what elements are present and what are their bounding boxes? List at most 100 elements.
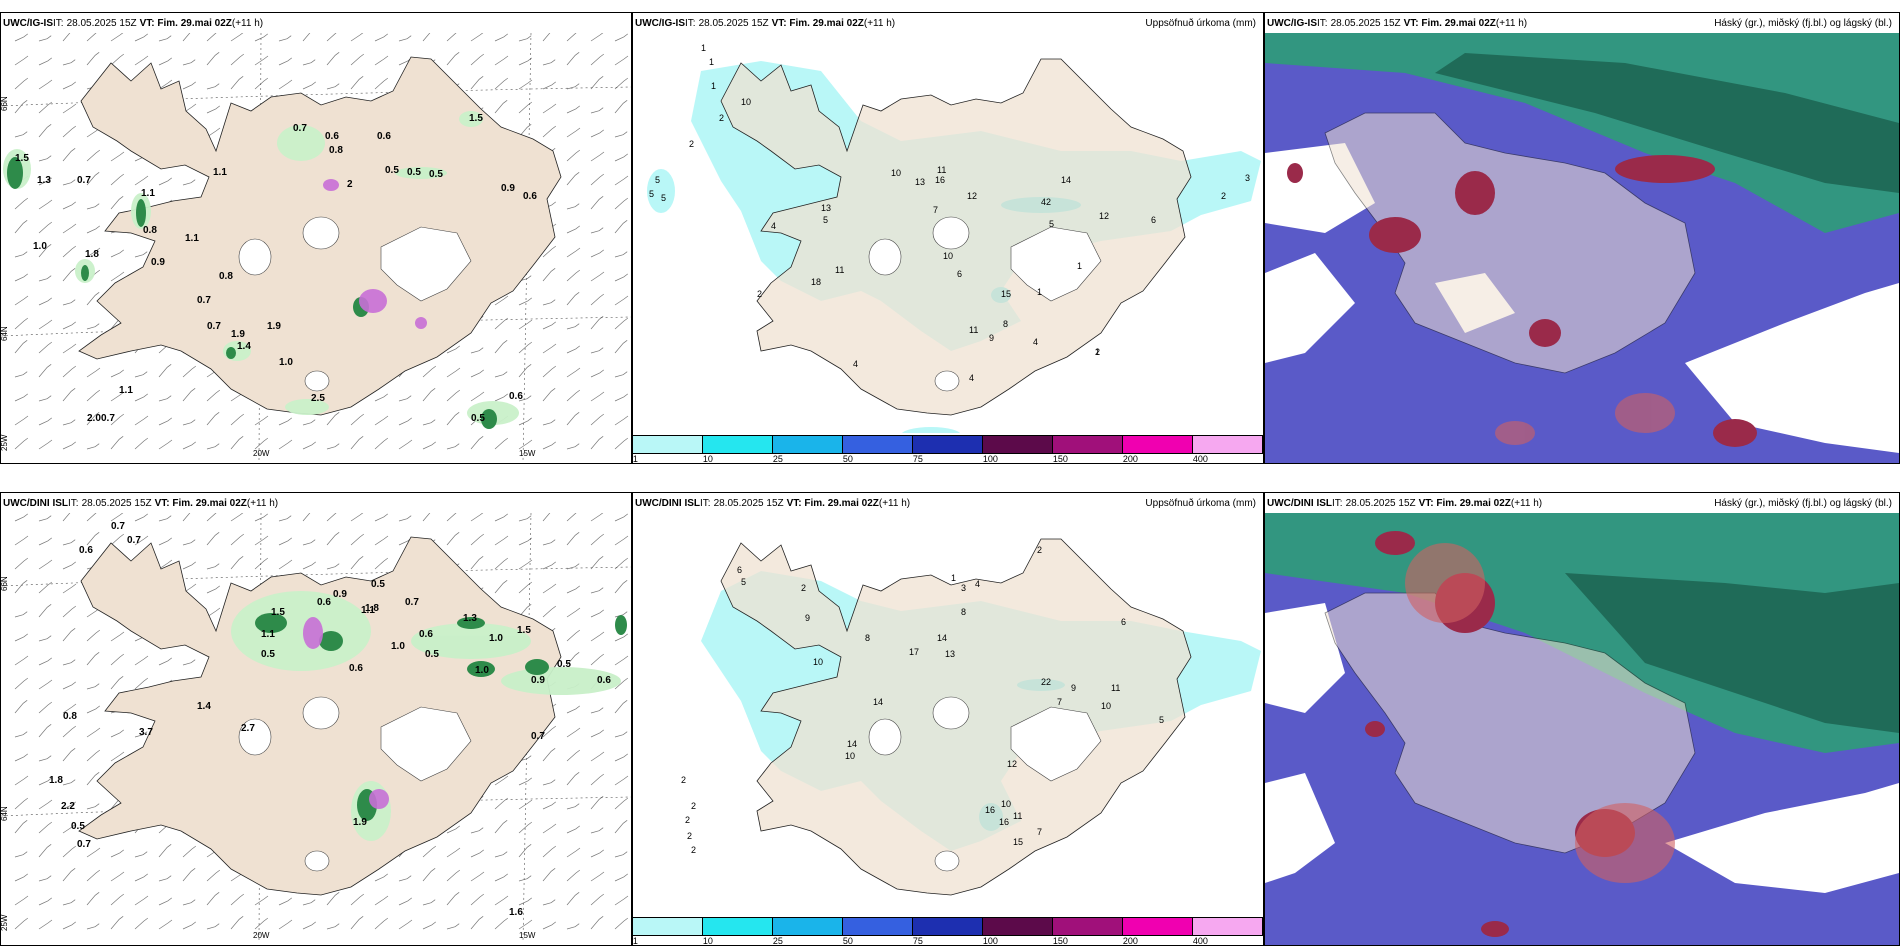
value-label: 11 [969,325,978,335]
wind-barb [110,53,125,66]
wind-barb [590,249,605,258]
value-label: 0.5 [429,169,443,180]
wind-barb [494,100,508,114]
wind-barb [182,659,196,666]
value-label: 6 [1151,215,1156,225]
wind-barb [14,535,29,546]
precip-legend: 1 10 25 50 75 100 150 200 400 [633,917,1263,945]
it-value: 28.05.2025 15Z [1330,18,1401,29]
legend-tick-label: 50 [842,454,853,464]
wind-barb [590,609,605,618]
wind-barb [14,100,28,114]
value-label: 2 [687,831,692,841]
model-name: UWC/DINI ISL [635,498,700,509]
wind-barb [542,365,557,378]
lat-label-64n: 64N [1,326,9,341]
it-value: 28.05.2025 15Z [66,18,137,29]
wind-barb [302,441,317,450]
value-label: 0.6 [317,597,331,608]
wind-barb [566,923,580,930]
wind-barb [206,389,221,402]
wind-barb [542,33,551,42]
wind-barb [518,439,533,450]
panel-title: Háský (gr.), miðský (fj.bl.) og lágský (… [1714,18,1892,29]
wind-barb [38,341,53,354]
wind-barb [542,605,557,618]
wind-barb [230,513,244,522]
wind-barb [14,77,29,90]
wind-barb [110,196,124,210]
legend-swatch [1053,436,1123,453]
wind-barb [566,825,581,834]
wind-barb [350,556,364,570]
value-label: 1 [1077,261,1082,271]
wind-barb [494,317,509,330]
model-name: UWC/DINI ISL [3,498,68,509]
wind-barb [566,629,581,642]
wind-barb [590,773,605,786]
wind-barb [614,895,629,906]
wind-barb [302,921,317,930]
value-label: 1.9 [267,321,281,332]
wind-barb [566,532,580,546]
wind-barb [158,897,173,906]
wind-barb [86,532,100,546]
wind-barb [158,439,173,450]
wind-barb [566,52,580,66]
wind-barb [38,604,52,618]
wind-barb [134,917,149,930]
wind-barb [134,55,149,66]
wind-barb [614,611,628,618]
wind-barb [14,317,29,330]
wind-barb [542,245,557,258]
wind-barb [62,703,77,714]
wind-barb [326,563,340,570]
wind-barb [86,52,100,66]
wind-barb [590,76,604,90]
lead-time: (+11 h) [246,498,279,509]
wind-barb [134,371,148,378]
wind-barb [590,196,604,210]
value-label: 16 [999,817,1009,827]
wind-barb [446,532,460,546]
value-label: 0.5 [371,579,385,590]
wind-barb [14,580,28,594]
value-label: 17 [909,647,919,657]
value-label: 2 [801,583,806,593]
wind-barb [614,820,628,834]
wind-barb [230,533,245,546]
cloud-map [1265,33,1899,463]
wind-barb [62,628,76,642]
wind-barb [326,52,340,66]
wind-barb [14,557,29,570]
wind-barb [374,77,389,90]
wind-barb [614,197,629,210]
value-label: 0.6 [597,675,611,686]
wind-barb [518,777,533,786]
wind-barb [614,677,629,690]
legend-tick-label: 10 [702,454,713,464]
legend-tick-label: 10 [702,936,713,946]
wind-barb [350,53,365,66]
wind-barb [422,868,436,882]
wind-barb [62,388,76,402]
value-label: 5 [661,193,666,203]
legend-tick-label: 75 [912,936,923,946]
wind-barb [614,251,628,258]
wind-barb [206,127,221,138]
lead-time: (+11 h) [231,18,264,29]
wind-barb [182,441,197,450]
panel-header: UWC/DINI ISL IT: 28.05.2025 15Z VT: Fim.… [1267,498,1895,512]
wind-barb [110,391,125,402]
wind-barb [62,779,76,786]
wind-barb [62,921,77,930]
wind-barb [590,129,605,138]
wind-barb [14,873,29,882]
value-label: 5 [655,175,660,185]
wind-barb [134,655,149,666]
wind-barb [230,436,244,450]
wind-barb [86,443,100,450]
legend-colorbar [633,917,1263,936]
value-label: 1.0 [489,633,503,644]
value-label: 10 [813,657,823,667]
